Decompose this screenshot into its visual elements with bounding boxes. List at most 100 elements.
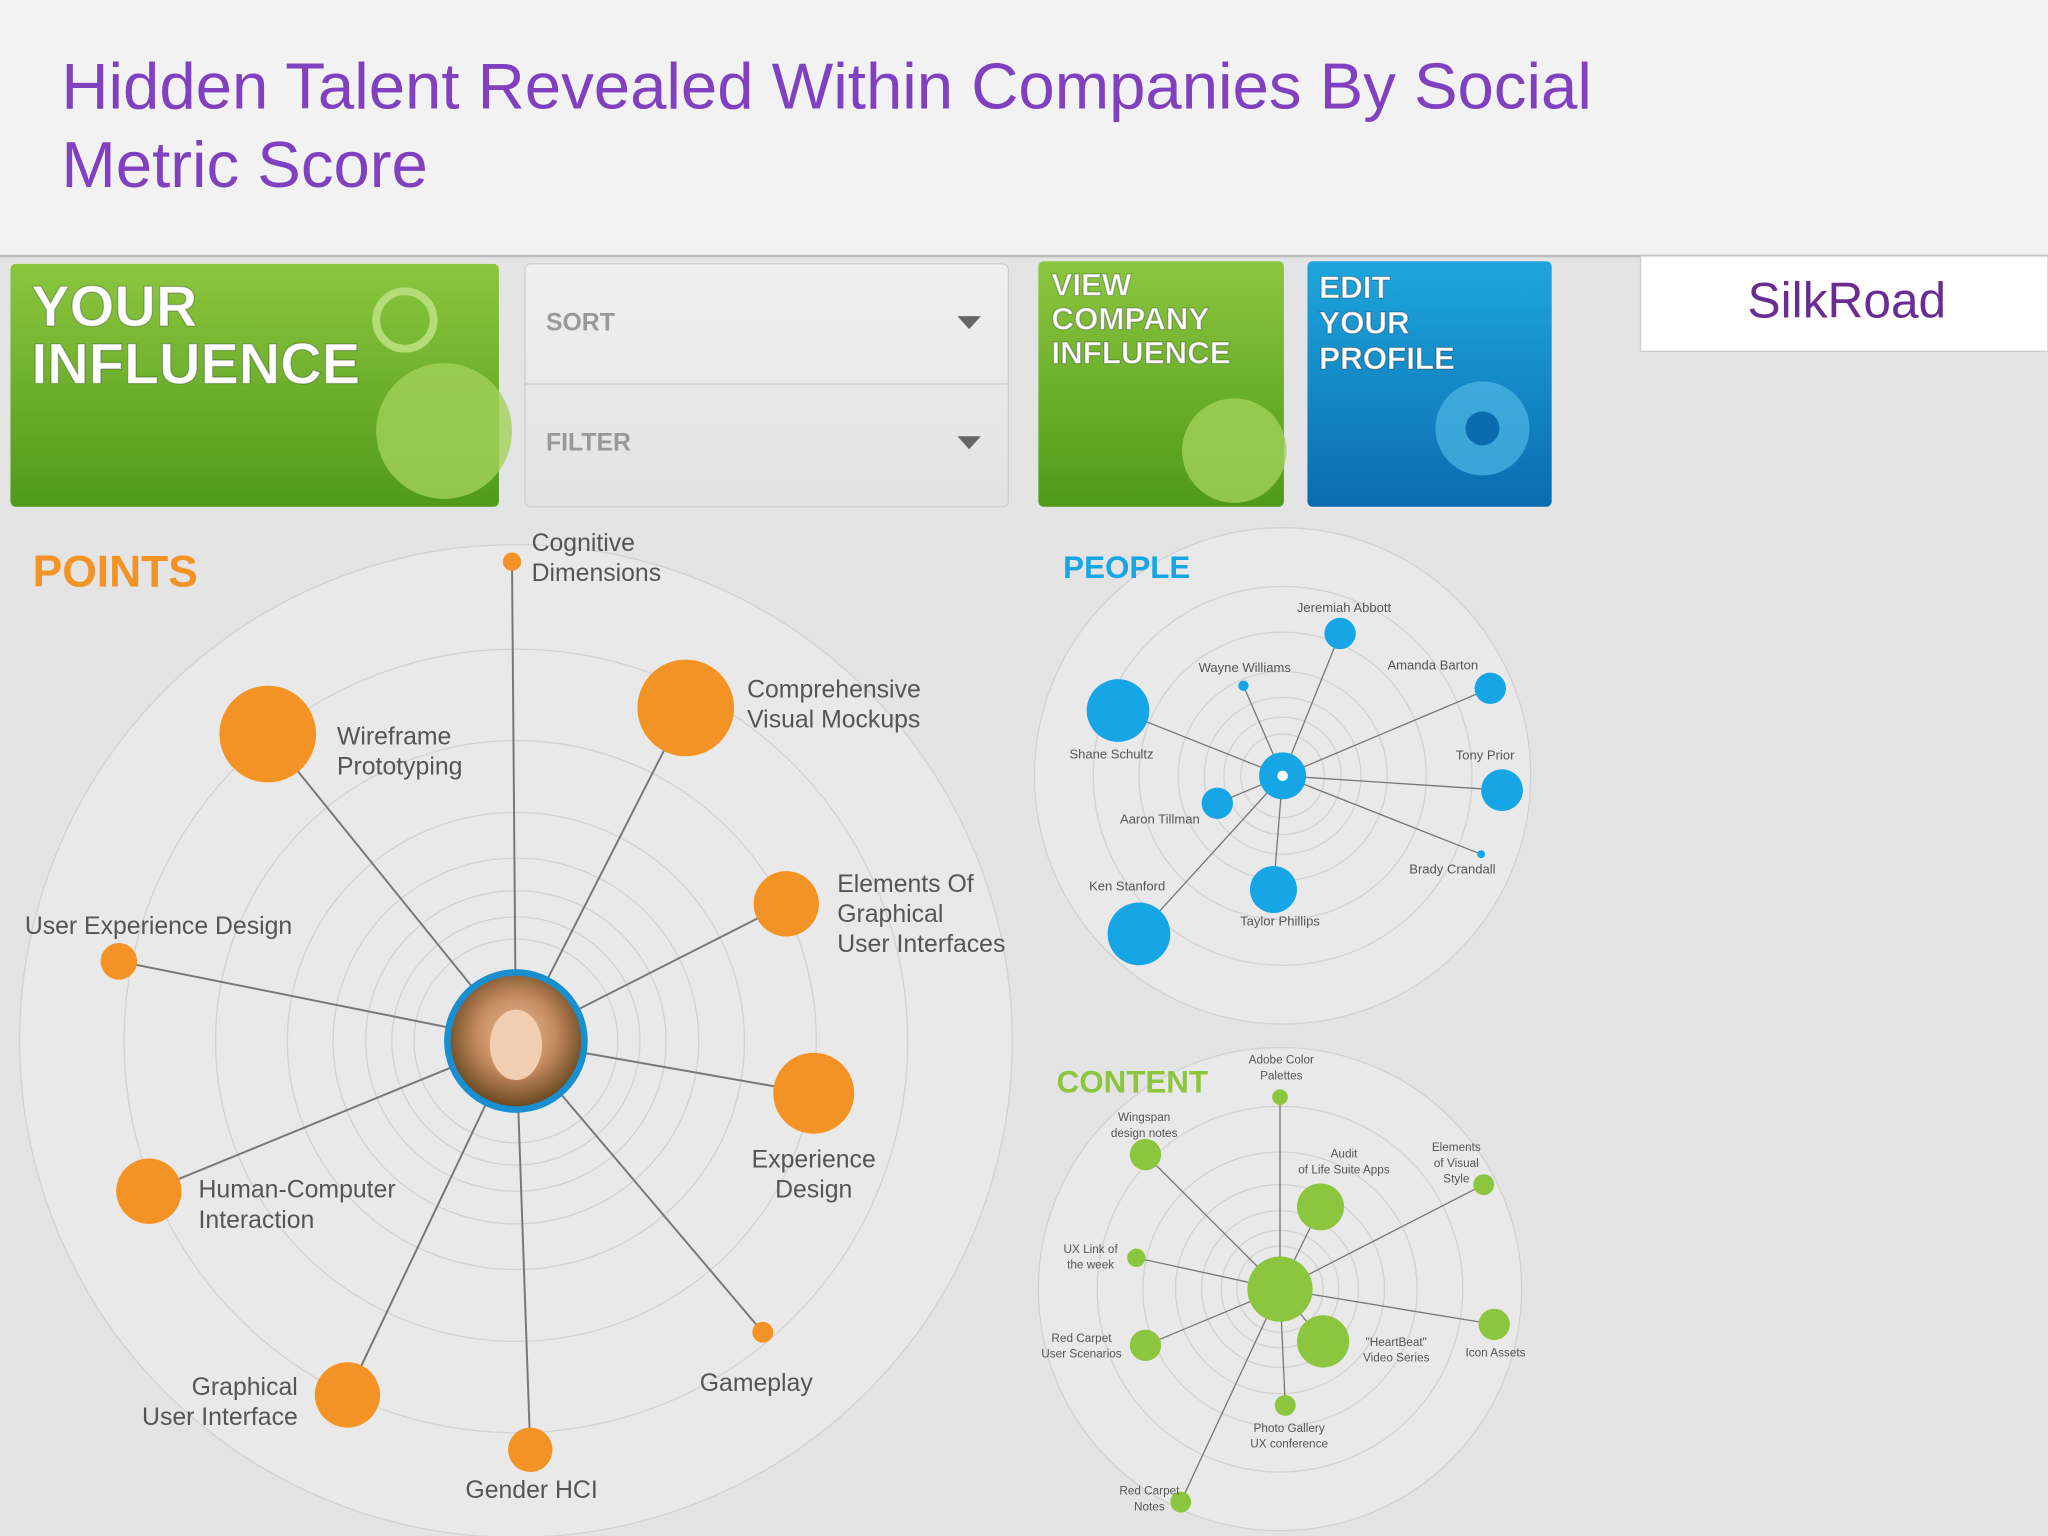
node-label: Ken Stanford <box>1089 878 1165 893</box>
node-label: Human-Computer <box>199 1177 396 1204</box>
node[interactable] <box>1324 617 1356 650</box>
node[interactable] <box>637 659 735 757</box>
node[interactable] <box>100 943 138 980</box>
tile-icon <box>372 287 438 353</box>
node[interactable] <box>508 1427 553 1472</box>
connector <box>1282 633 1341 777</box>
node[interactable] <box>1481 769 1523 812</box>
brand: SilkRoad <box>1748 272 1947 328</box>
node[interactable] <box>1274 1394 1296 1416</box>
ring <box>391 916 641 1166</box>
connector <box>1279 1184 1485 1290</box>
node[interactable] <box>219 685 317 783</box>
node-label: Audit <box>1331 1148 1359 1161</box>
node-label: Icon Assets <box>1465 1346 1525 1359</box>
node[interactable] <box>1272 1089 1288 1105</box>
node-label: Gameplay <box>700 1370 814 1397</box>
connector <box>511 561 517 1041</box>
node[interactable] <box>1296 1315 1350 1368</box>
node[interactable] <box>1478 1308 1510 1341</box>
node-label: Prototyping <box>337 754 462 781</box>
node[interactable] <box>1170 1491 1192 1513</box>
connector <box>1282 687 1491 777</box>
tile-label: VIEW <box>1051 268 1131 303</box>
node-label: User Interface <box>142 1404 298 1431</box>
title: Hidden Talent Revealed Within Companies … <box>61 50 1591 123</box>
node[interactable] <box>1086 679 1150 742</box>
node-label: Gender HCI <box>465 1477 597 1504</box>
node-label: Red Carpet <box>1119 1485 1180 1498</box>
section-title: CONTENT <box>1057 1064 1208 1099</box>
section-title: PEOPLE <box>1063 550 1190 585</box>
ring <box>1203 696 1362 855</box>
node[interactable] <box>753 871 819 937</box>
node-label: Jeremiah Abbott <box>1297 600 1392 615</box>
node[interactable] <box>1201 787 1233 819</box>
node-label: User Interfaces <box>837 931 1005 958</box>
node[interactable] <box>773 1052 855 1134</box>
center-node[interactable] <box>1247 1256 1313 1322</box>
node[interactable] <box>1296 1183 1344 1231</box>
brand-box <box>1639 255 2048 352</box>
tile-label: PROFILE <box>1319 341 1455 376</box>
node[interactable] <box>314 1362 381 1428</box>
node-label: Red Carpet <box>1051 1332 1112 1345</box>
node-label: Elements Of <box>837 871 974 898</box>
node-label: Brady Crandall <box>1409 861 1495 876</box>
node-label: Amanda Barton <box>1387 658 1478 673</box>
control-label[interactable]: SORT <box>546 309 615 336</box>
node[interactable] <box>1129 1138 1162 1171</box>
node[interactable] <box>1238 680 1249 691</box>
node[interactable] <box>1474 672 1506 704</box>
node-label: design notes <box>1111 1127 1178 1140</box>
connector <box>1279 1288 1495 1326</box>
section-title: POINTS <box>33 547 198 596</box>
connector <box>1282 775 1482 855</box>
node[interactable] <box>1249 865 1297 913</box>
ring <box>123 648 909 1434</box>
control-label[interactable]: FILTER <box>546 430 631 457</box>
node-label: UX Link of <box>1064 1243 1119 1256</box>
connector <box>1180 1288 1281 1503</box>
node[interactable] <box>1129 1329 1162 1361</box>
center-dot <box>1277 770 1288 782</box>
node-label: Experience <box>752 1147 876 1174</box>
node-label: Dimensions <box>532 560 662 587</box>
ring <box>286 811 746 1271</box>
node-label: Taylor Phillips <box>1240 914 1320 929</box>
node-label: Notes <box>1134 1500 1165 1513</box>
node-label: Design <box>775 1177 852 1204</box>
connector <box>1138 775 1284 935</box>
tile-label: YOUR <box>1319 306 1410 341</box>
dropdown-arrow[interactable] <box>957 316 981 330</box>
node-label: Shane Schultz <box>1069 746 1153 761</box>
node-label: the week <box>1067 1259 1114 1272</box>
node-label: of Visual <box>1434 1157 1479 1170</box>
ring <box>214 739 817 1343</box>
node[interactable] <box>1127 1248 1146 1267</box>
node-label: Wireframe <box>337 724 451 751</box>
node-label: Elements <box>1432 1141 1481 1154</box>
node-label: Tony Prior <box>1456 748 1515 763</box>
tile-icon <box>1465 411 1500 446</box>
header-bg <box>0 0 2048 256</box>
node-label: Photo Gallery <box>1254 1422 1325 1435</box>
dropdown-arrow[interactable] <box>957 436 981 450</box>
title: Metric Score <box>61 128 427 201</box>
tile-label: INFLUENCE <box>31 332 360 396</box>
node[interactable] <box>116 1158 182 1224</box>
node[interactable] <box>1107 902 1171 966</box>
node-label: User Experience Design <box>25 913 292 940</box>
node-label: UX conference <box>1250 1438 1328 1451</box>
tile-icon <box>376 363 512 499</box>
node[interactable] <box>1473 1174 1495 1196</box>
node[interactable] <box>752 1321 774 1343</box>
node[interactable] <box>1477 850 1486 859</box>
node-label: Graphical <box>192 1374 298 1401</box>
node-label: Palettes <box>1260 1069 1303 1082</box>
node-label: Adobe Color <box>1249 1054 1314 1067</box>
node-label: Graphical <box>837 901 943 928</box>
node-label: Comprehensive <box>747 676 921 703</box>
node[interactable] <box>502 552 522 571</box>
